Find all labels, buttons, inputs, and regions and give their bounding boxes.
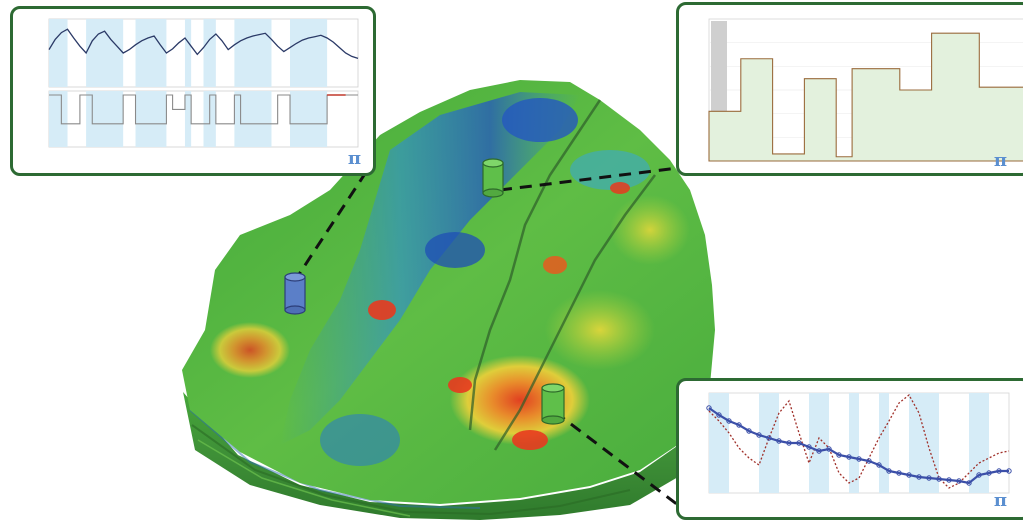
shaded-interval [184,19,192,87]
observed-point [966,480,972,486]
shaded-interval [969,393,989,493]
fault-lines [468,99,656,451]
observed-point [926,475,932,481]
pi-logo-icon: π [347,148,361,169]
observed-point [766,435,772,441]
observed-point [1006,468,1012,474]
observed-point [706,405,712,411]
observed-point [786,440,792,446]
observed-point [856,456,862,462]
step-area-chart-panel[interactable]: π [676,2,1023,176]
step-area-chart [708,18,1023,162]
well-green-bottom[interactable] [541,383,565,425]
observed-point [996,468,1002,474]
connector-lines [292,162,679,507]
observed-point [976,472,982,478]
observed-point [916,474,922,480]
observed-point [886,468,892,474]
history-match-chart-panel[interactable]: π [676,378,1023,520]
shaded-interval [49,91,68,147]
observed-point [876,462,882,468]
observed-point [826,446,832,452]
observed-point [906,472,912,478]
shaded-interval [135,19,167,87]
observed-point [866,458,872,464]
shaded-interval [203,19,216,87]
observed-point [756,432,762,438]
connector-bottom-right [554,410,679,507]
observed-point [776,438,782,444]
observed-point [846,454,852,460]
shaded-interval [809,393,829,493]
history-match-chart [706,392,1012,494]
shaded-interval [86,91,124,147]
well-green-top[interactable] [482,158,504,198]
connector-top-left [292,162,374,283]
shaded-interval [879,393,889,493]
observed-point [956,478,962,484]
shaded-interval [234,19,272,87]
observed-point [806,444,812,450]
shaded-interval [135,91,167,147]
rate-series-line [49,94,358,125]
shaded-interval [849,393,859,493]
shaded-interval [759,393,779,493]
observed-point [736,422,742,428]
observed-point [796,440,802,446]
shaded-interval [86,19,124,87]
connector-top-right [499,166,679,192]
observed-point [836,452,842,458]
pressure-rate-chart [48,18,359,148]
observed-series-line [708,407,1009,485]
pi-logo-icon: π [993,150,1007,171]
observed-point [896,470,902,476]
shaded-interval [290,19,328,87]
observed-point [726,418,732,424]
observed-point [816,448,822,454]
shaded-interval [234,91,272,147]
pressure-rate-chart-panel[interactable]: π [10,6,376,176]
observed-point [716,412,722,418]
pi-logo-icon: π [993,490,1007,511]
observed-point [746,428,752,434]
shaded-interval [49,19,68,87]
shaded-interval [290,91,328,147]
observed-point [936,476,942,482]
well-blue[interactable] [284,272,306,315]
shaded-interval [709,393,729,493]
observed-point [986,470,992,476]
observed-point [946,477,952,483]
pressure-series-line [48,28,359,60]
shaded-interval [184,91,192,147]
reservoir-side-layers [183,392,708,520]
step-area-series [708,32,1023,162]
